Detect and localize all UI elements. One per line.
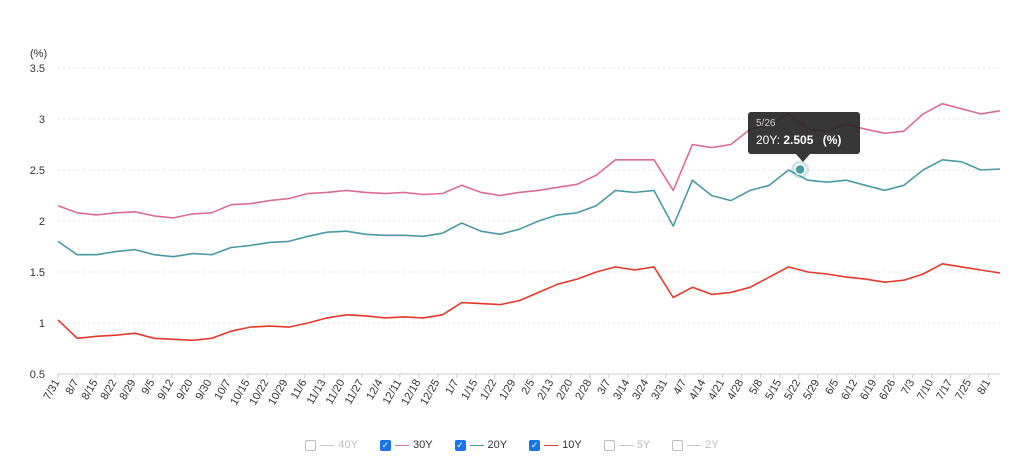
legend-label-40y: 40Y: [338, 439, 358, 451]
legend-item-40y[interactable]: 40Y: [305, 436, 358, 454]
checkbox-2y[interactable]: [672, 439, 684, 451]
x-tick-label: 8/15: [79, 378, 100, 403]
x-tick-label: 5/8: [747, 378, 765, 397]
x-tick-label: 4/21: [706, 378, 727, 403]
x-tick-label: 9/5: [140, 378, 158, 397]
checkbox-5y[interactable]: [603, 439, 615, 451]
x-tick-label: 3/14: [611, 378, 632, 403]
legend-swatch-5y: [618, 444, 633, 446]
tooltip-series: 20Y:: [756, 133, 781, 147]
legend-swatch-10y: [544, 444, 559, 446]
x-tick-label: 6/5: [823, 378, 841, 397]
x-tick-label: 6/19: [858, 378, 879, 403]
series-line-10y: [57, 262, 1001, 342]
tooltip-unit: (%): [822, 133, 842, 147]
series-line-20y: [57, 159, 1001, 258]
legend-swatch-2y: [687, 444, 702, 446]
hover-marker: [794, 163, 806, 176]
x-tick-label: 3/7: [595, 378, 613, 397]
tooltip-date: 5/26: [756, 118, 776, 129]
x-tick-label: 9/30: [193, 378, 214, 403]
legend-item-30y[interactable]: ✓ 30Y: [379, 436, 433, 454]
x-tick-label: 7/31: [41, 378, 62, 403]
x-tick-label: 5/15: [763, 378, 784, 403]
x-tick-label: 7/25: [953, 378, 974, 403]
checkbox-10y[interactable]: ✓: [529, 439, 541, 451]
x-tick-label: 3/24: [630, 378, 651, 403]
chart-area: (%) 0.5 1 1.5 2 2.5 3 3.5 7/31 8/7 8/15 8/22 8/29 9/5…: [30, 48, 1001, 408]
x-tick-label: 8/1: [975, 378, 993, 397]
y-tick-label: 3.5: [30, 63, 45, 75]
x-tick-label: 5/29: [801, 378, 822, 403]
legend-label-10y: 10Y: [562, 439, 582, 451]
legend-item-2y[interactable]: 2Y: [672, 436, 719, 454]
x-tick-label: 7/10: [915, 378, 936, 403]
x-tick-label: 8/29: [117, 378, 138, 403]
x-tick-label: 10/29: [266, 378, 290, 408]
x-tick-label: 2/13: [535, 378, 556, 403]
legend-item-5y[interactable]: 5Y: [603, 436, 651, 454]
x-tick-label: 9/12: [155, 378, 176, 403]
yield-line-chart: (%) 0.5 1 1.5 2 2.5 3 3.5 7/31 8/78/158/228/29 9/5…: [30, 48, 1001, 408]
y-tick-label: 1.5: [30, 267, 45, 279]
x-tick-label: 2/28: [573, 378, 594, 403]
legend-swatch-20y: [469, 444, 484, 446]
tooltip-row: 20Y: 2.505 (%): [756, 132, 852, 148]
x-tick-label: 8/7: [64, 378, 82, 397]
legend-label-5y: 5Y: [636, 439, 651, 451]
chart-tooltip: 5/26 20Y: 2.505 (%): [748, 112, 860, 162]
x-tick-label: 6/26: [877, 378, 898, 403]
x-tick-label: 6/12: [839, 378, 860, 403]
y-tick-label: 0.5: [30, 369, 45, 381]
legend-label-30y: 30Y: [412, 439, 433, 451]
x-tick-label: 9/20: [174, 378, 195, 403]
x-tick-label: 7/17: [934, 378, 955, 403]
checkbox-20y[interactable]: ✓: [454, 439, 466, 451]
y-tick-label: 3: [39, 114, 45, 126]
y-tick-label: 1: [39, 318, 45, 330]
chart-legend: 40Y ✓ 30Y ✓ 20Y ✓ 10Y 5Y 2Y: [0, 436, 1024, 454]
y-unit-label: (%): [30, 48, 47, 60]
x-tick-label: 4/14: [687, 378, 708, 403]
x-tick-label: 3/31: [649, 378, 670, 403]
checkbox-40y[interactable]: [305, 439, 317, 451]
x-tick-label: 11/27: [343, 378, 367, 407]
x-tick-label: 7/3: [899, 378, 917, 397]
x-tick-label: 4/7: [671, 378, 689, 397]
legend-label-20y: 20Y: [487, 439, 508, 451]
x-tick-label: 8/22: [98, 378, 119, 403]
x-tick-label: 2/20: [554, 378, 575, 403]
x-tick-label: 1/22: [478, 378, 499, 403]
y-tick-label: 2.5: [30, 165, 45, 177]
checkbox-30y[interactable]: ✓: [379, 439, 391, 451]
x-tick-label: 4/28: [725, 378, 746, 403]
legend-label-2y: 2Y: [705, 439, 719, 451]
x-tick-label: 1/15: [459, 378, 480, 403]
legend-item-10y[interactable]: ✓ 10Y: [529, 436, 582, 454]
tooltip-value: 2.505: [783, 133, 814, 147]
x-tick-label: 2/5: [519, 378, 537, 397]
x-tick-label: 5/22: [782, 378, 803, 403]
y-tick-label: 2: [39, 216, 45, 228]
legend-swatch-30y: [394, 444, 409, 446]
x-tick-label: 1/7: [443, 378, 461, 397]
legend-item-20y[interactable]: ✓ 20Y: [454, 436, 508, 454]
x-tick-label: 1/29: [497, 378, 518, 403]
x-tick-label: 12/25: [418, 378, 442, 408]
legend-swatch-40y: [320, 444, 335, 446]
